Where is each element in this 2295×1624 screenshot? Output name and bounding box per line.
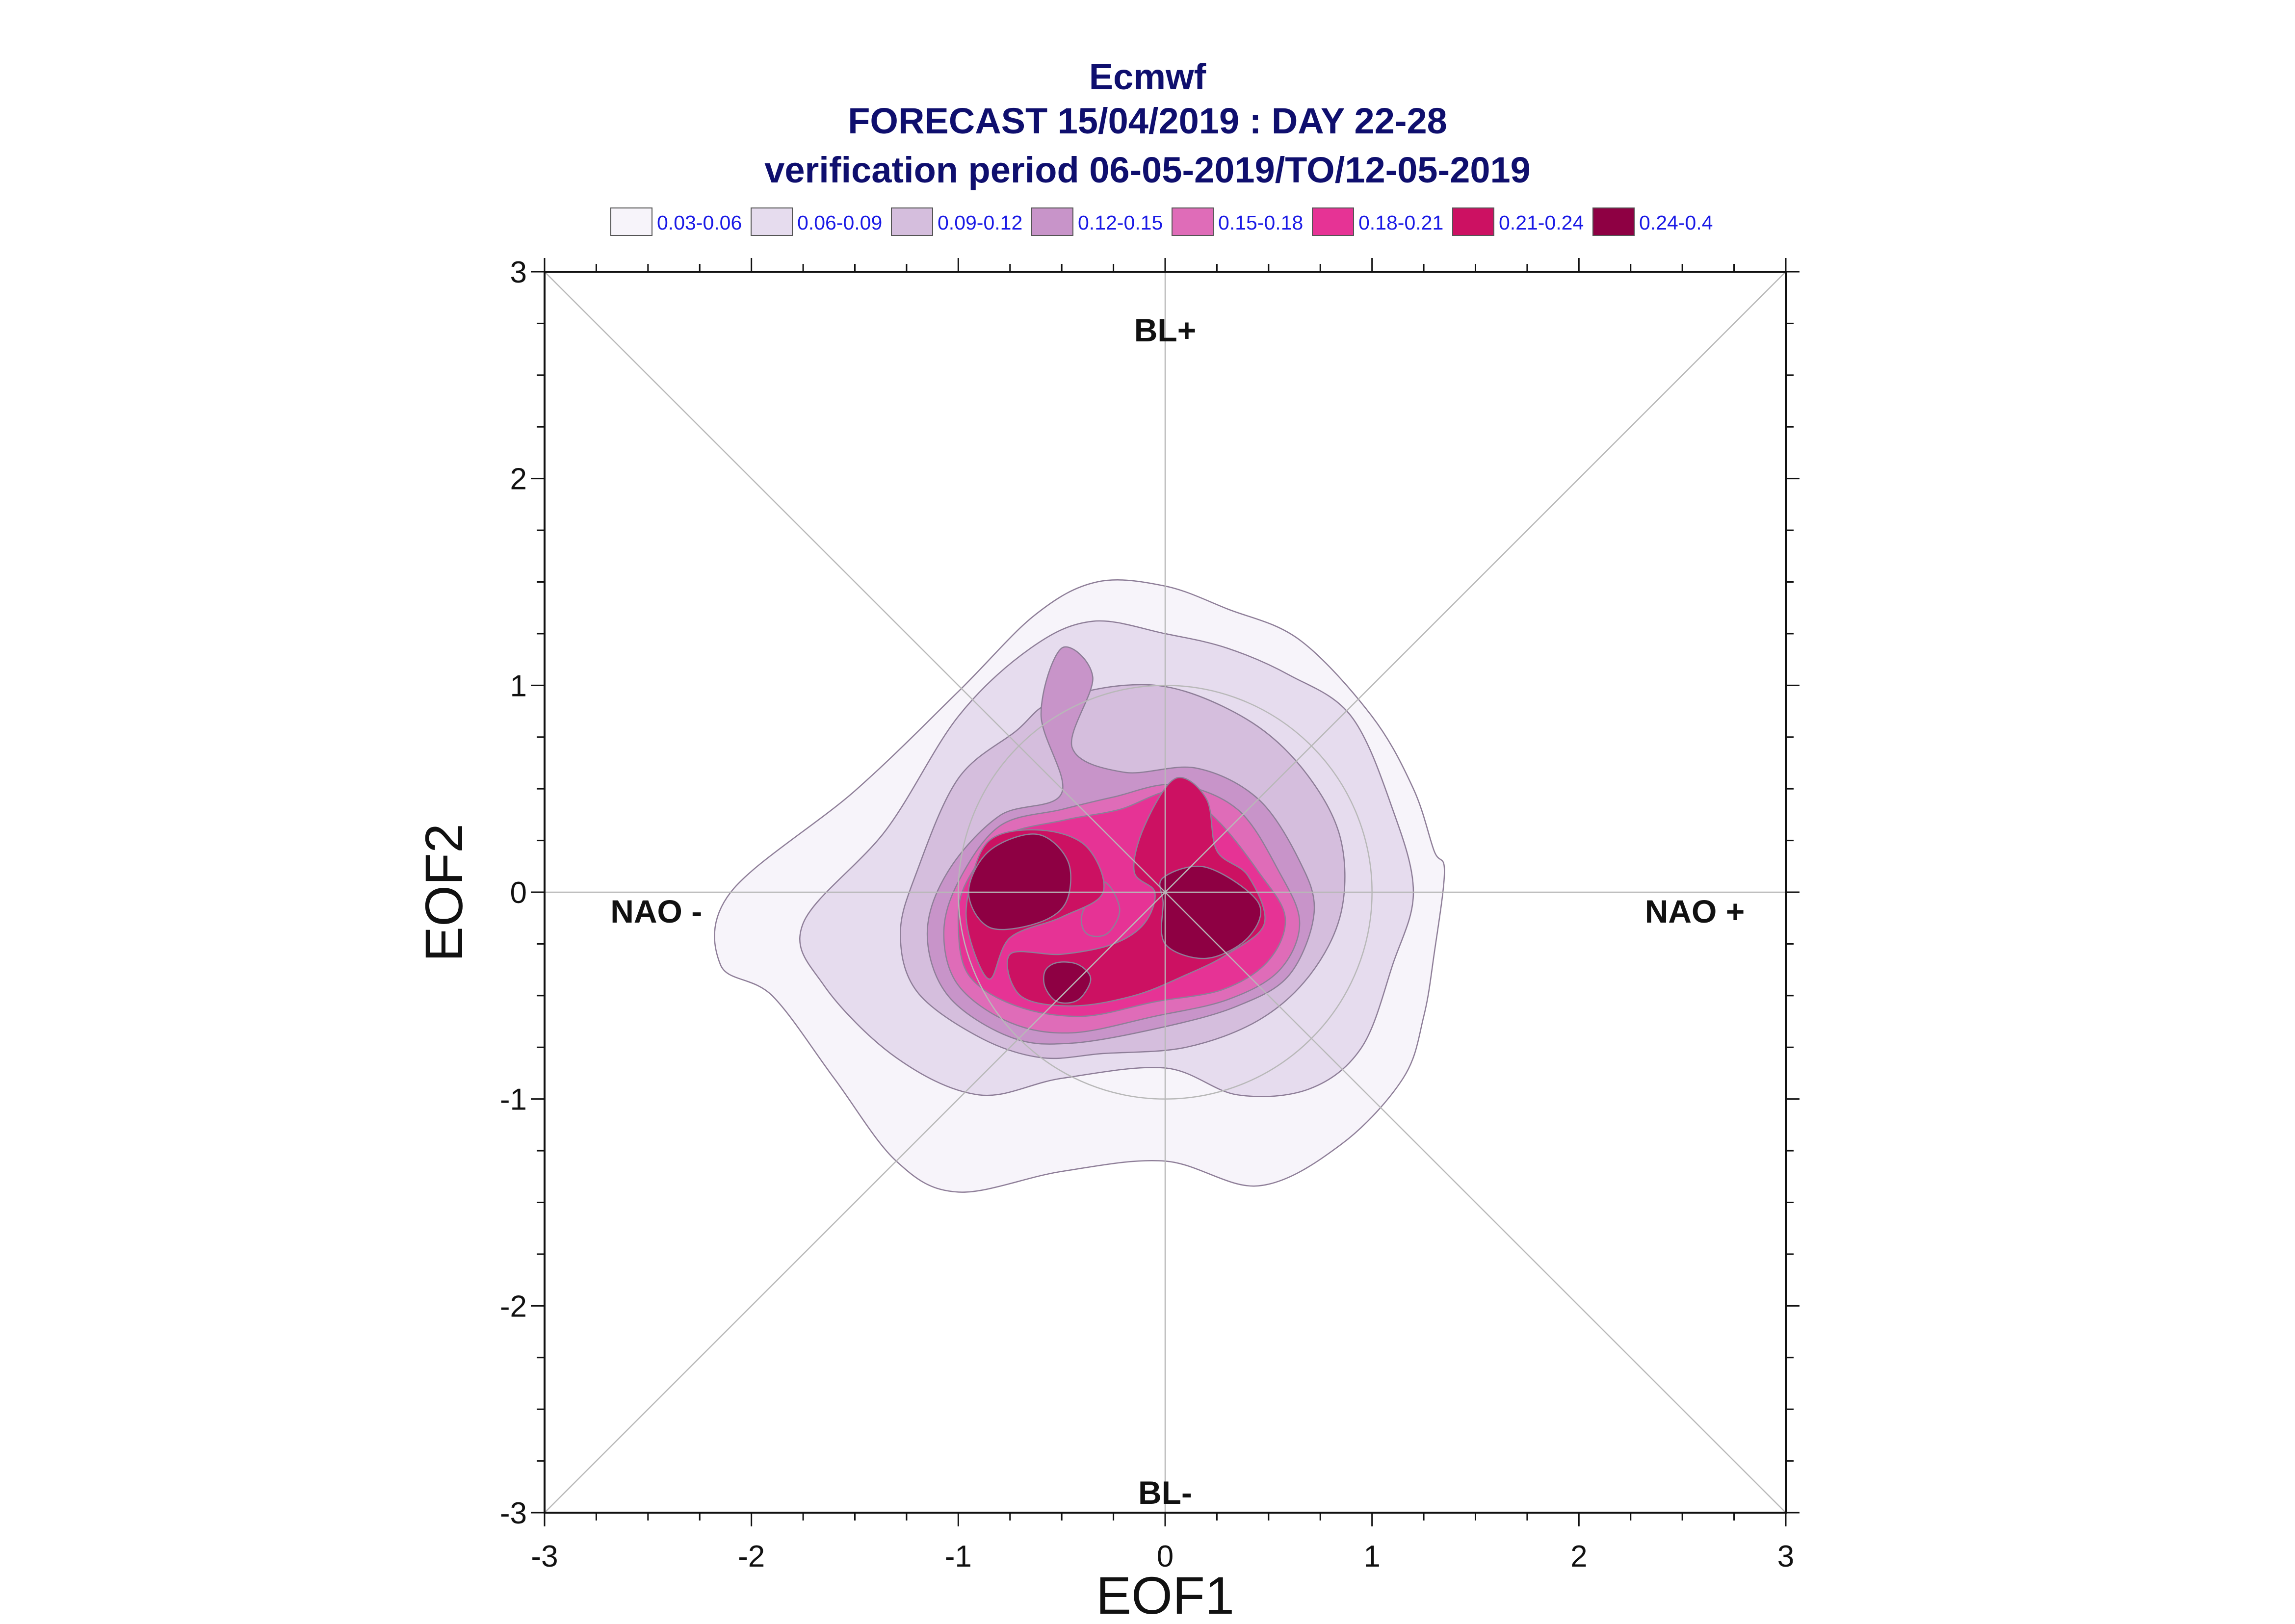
- legend-label: 0.18-0.21: [1358, 211, 1443, 234]
- legend-swatch: [1172, 207, 1214, 236]
- legend-label: 0.09-0.12: [938, 211, 1022, 234]
- axis-ticks: -3 -2 -1 0 1 2 3 -3 -2 -1 0 1 2 3: [500, 256, 1799, 1573]
- density-contours: [714, 579, 1445, 1193]
- y-axis-title: EOF2: [414, 824, 473, 962]
- title-line-1: Ecmwf: [1089, 56, 1206, 97]
- regime-label: NAO +: [1645, 893, 1745, 929]
- x-tick-label: 2: [1570, 1540, 1587, 1573]
- reference-lines: [544, 271, 1786, 1513]
- legend-swatch: [1592, 207, 1635, 236]
- title-line-3: verification period 06-05-2019/TO/12-05-…: [764, 150, 1531, 190]
- y-tick-label: 1: [510, 669, 527, 703]
- legend-swatch: [610, 207, 652, 236]
- legend-label: 0.21-0.24: [1499, 211, 1584, 234]
- contour-region: [1043, 961, 1092, 1004]
- y-tick-label: -2: [500, 1289, 527, 1323]
- legend-swatch: [751, 207, 793, 236]
- regime-labels: BL+ BL- NAO - NAO +: [610, 312, 1745, 1511]
- x-tick-label: -2: [738, 1540, 765, 1573]
- contour-region: [1159, 865, 1261, 959]
- y-tick-label: 3: [510, 256, 527, 289]
- y-tick-label: 2: [510, 463, 527, 496]
- y-tick-label: 0: [510, 876, 527, 910]
- legend-label: 0.06-0.09: [797, 211, 882, 234]
- x-tick-label: -1: [945, 1540, 972, 1573]
- regime-label: NAO -: [610, 893, 702, 929]
- legend: 0.03-0.06 0.06-0.09 0.09-0.12 0.12-0.15 0.15…: [610, 207, 1713, 236]
- x-tick-label: 0: [1157, 1540, 1174, 1573]
- regime-label: BL-: [1138, 1474, 1192, 1511]
- chart-title: Ecmwf FORECAST 15/04/2019 : DAY 22-28 ve…: [764, 56, 1531, 190]
- title-line-2: FORECAST 15/04/2019 : DAY 22-28: [848, 101, 1447, 141]
- x-axis-title: EOF1: [1096, 1566, 1234, 1624]
- y-tick-label: -1: [500, 1083, 527, 1117]
- legend-swatch: [891, 207, 933, 236]
- legend-label: 0.24-0.4: [1639, 211, 1713, 234]
- x-tick-label: 1: [1363, 1540, 1380, 1573]
- legend-label: 0.15-0.18: [1218, 211, 1303, 234]
- legend-swatch: [1452, 207, 1494, 236]
- y-tick-label: -3: [500, 1496, 527, 1530]
- regime-label: BL+: [1134, 312, 1197, 348]
- x-tick-label: -3: [531, 1540, 558, 1573]
- legend-label: 0.12-0.15: [1078, 211, 1163, 234]
- contour-region: [968, 833, 1071, 930]
- x-tick-label: 3: [1777, 1540, 1794, 1573]
- legend-swatch: [1031, 207, 1073, 236]
- legend-label: 0.03-0.06: [657, 211, 742, 234]
- legend-swatch: [1312, 207, 1354, 236]
- reference-circle: [958, 685, 1373, 1100]
